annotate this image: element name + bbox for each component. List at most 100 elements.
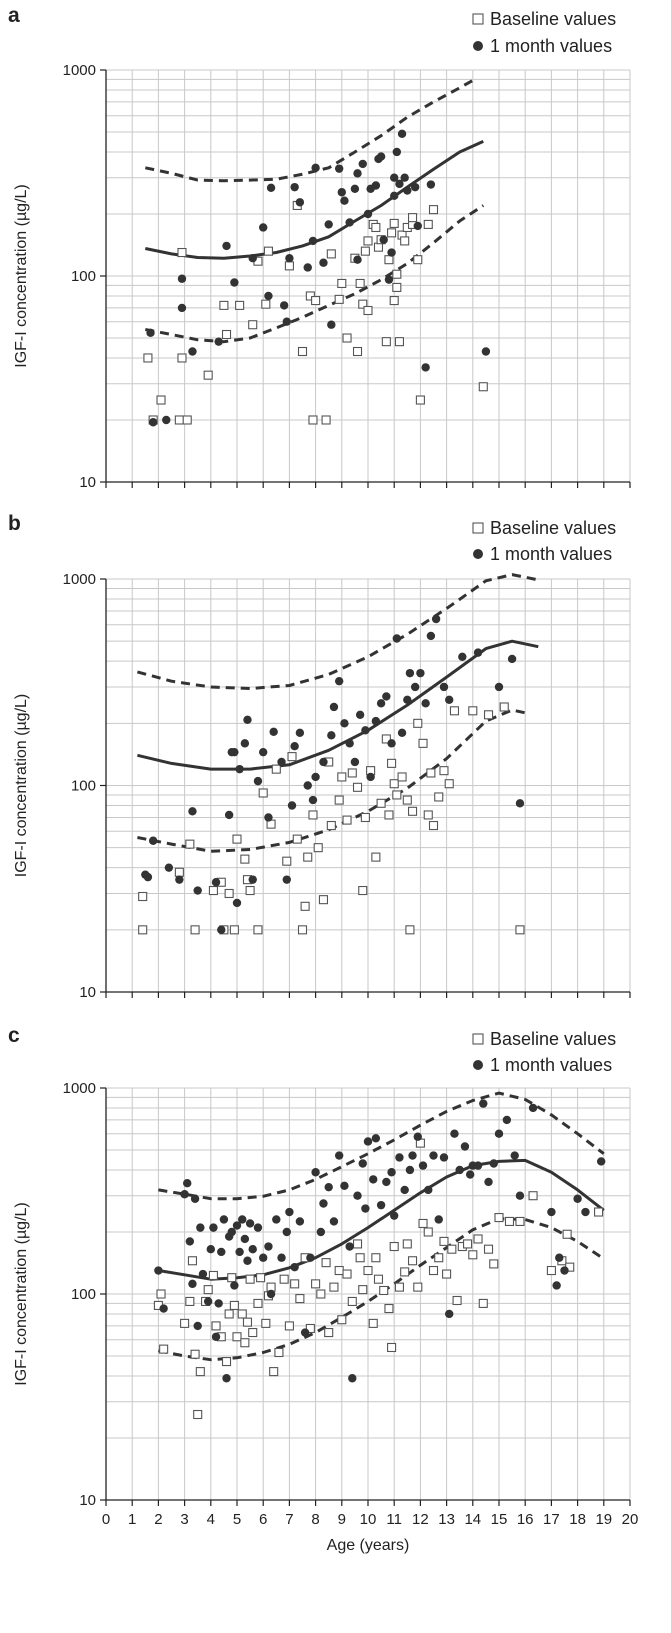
baseline-value-point xyxy=(468,706,478,716)
baseline-value-point xyxy=(245,1274,255,1284)
one-month-value-point xyxy=(259,1253,268,1262)
baseline-value-point xyxy=(313,843,323,853)
one-month-value-point xyxy=(188,807,197,816)
baseline-value-point xyxy=(387,228,397,238)
one-month-value-point xyxy=(366,772,375,782)
baseline-value-point xyxy=(284,261,294,271)
legend-label-1-month: 1 month values xyxy=(490,36,612,56)
x-tick-label: 15 xyxy=(491,1511,508,1528)
one-month-value-point xyxy=(481,347,491,356)
baseline-value-point xyxy=(392,269,402,279)
one-month-value-point xyxy=(350,184,360,194)
baseline-value-point xyxy=(355,1253,365,1263)
one-month-value-point xyxy=(596,1157,606,1166)
baseline-value-point xyxy=(242,1317,253,1327)
baseline-value-point xyxy=(297,346,308,357)
one-month-value-point xyxy=(240,1234,250,1244)
baseline-value-point xyxy=(269,1367,279,1377)
one-month-value-point xyxy=(306,1253,315,1262)
one-month-value-point xyxy=(439,1153,449,1162)
one-month-value-point xyxy=(371,181,381,190)
one-month-value-point xyxy=(445,695,454,705)
baseline-value-point xyxy=(303,852,313,862)
baseline-value-point xyxy=(326,820,336,831)
baseline-value-point xyxy=(352,346,363,357)
one-month-value-point xyxy=(337,188,346,197)
baseline-value-point xyxy=(400,236,410,246)
baseline-value-point xyxy=(389,1241,399,1252)
reference-curve-dashed xyxy=(137,573,539,690)
baseline-value-point xyxy=(402,795,412,805)
reference-curve-dashed xyxy=(158,1217,605,1362)
baseline-value-point xyxy=(342,815,352,825)
one-month-value-point xyxy=(376,1200,386,1210)
one-month-value-point xyxy=(460,1142,470,1151)
baseline-value-point xyxy=(394,337,404,347)
baseline-value-point xyxy=(248,1327,258,1338)
chart-panel-a: 10 100 1000 IGF-I concentration (µg/L) a Base… xyxy=(8,4,631,491)
legend-label-baseline: Baseline values xyxy=(490,518,616,538)
baseline-value-point xyxy=(381,734,391,744)
one-month-value-point xyxy=(382,692,391,701)
grid-lines xyxy=(106,1087,631,1501)
baseline-value-point xyxy=(373,1274,384,1284)
baseline-value-point xyxy=(413,718,423,728)
baseline-value-point xyxy=(442,1269,452,1279)
one-month-value-point xyxy=(277,757,286,767)
baseline-value-point xyxy=(347,1296,357,1307)
y-axis-label: IGF-I concentration (µg/L) xyxy=(13,184,30,368)
series-1-month-values xyxy=(141,614,525,935)
baseline-value-point xyxy=(428,205,439,215)
one-month-value-point xyxy=(392,634,402,643)
baseline-value-point xyxy=(292,834,302,844)
baseline-value-point xyxy=(180,1318,190,1328)
baseline-value-point xyxy=(387,758,397,768)
one-month-value-point xyxy=(253,776,263,786)
baseline-value-point xyxy=(143,353,153,363)
one-month-value-point xyxy=(146,328,155,337)
baseline-value-point xyxy=(528,1191,538,1201)
one-month-value-point xyxy=(361,726,370,735)
baseline-value-point xyxy=(224,888,234,899)
one-month-value-point xyxy=(510,1151,519,1160)
one-month-value-point xyxy=(319,258,328,267)
panel-letter: c xyxy=(8,1024,20,1047)
baseline-value-point xyxy=(384,1303,394,1314)
baseline-value-point xyxy=(376,798,386,808)
baseline-value-point xyxy=(329,1282,339,1292)
one-month-value-point xyxy=(363,209,373,219)
one-month-value-point xyxy=(217,1247,226,1257)
baseline-value-point xyxy=(240,854,250,864)
baseline-value-point xyxy=(208,885,218,896)
y-tick-label: 1000 xyxy=(63,571,96,588)
series-1-month-values xyxy=(146,129,491,427)
one-month-value-point xyxy=(353,255,362,264)
y-tick-label: 10 xyxy=(79,1492,96,1509)
y-tick-label: 100 xyxy=(71,268,96,285)
baseline-value-point xyxy=(392,790,402,800)
one-month-value-point xyxy=(277,1253,286,1262)
baseline-value-point xyxy=(311,1279,321,1289)
one-month-value-point xyxy=(403,186,412,195)
baseline-value-point xyxy=(290,1279,300,1289)
one-month-value-point xyxy=(547,1207,556,1217)
baseline-value-point xyxy=(221,329,232,340)
one-month-value-point xyxy=(324,1182,333,1192)
baseline-value-point xyxy=(463,1239,473,1249)
one-month-value-point xyxy=(203,1297,213,1306)
chart-panel-b: 10 100 1000 IGF-I concentration (µg/L) b Base… xyxy=(8,512,631,1001)
one-month-value-point xyxy=(560,1266,569,1275)
one-month-value-point xyxy=(334,1151,344,1160)
y-axis-label: IGF-I concentration (µg/L) xyxy=(13,694,30,878)
baseline-value-point xyxy=(245,885,255,896)
one-month-value-point xyxy=(222,1374,231,1383)
baseline-value-point xyxy=(263,246,273,256)
baseline-value-point xyxy=(208,1270,218,1281)
one-month-value-point xyxy=(295,1217,305,1226)
one-month-value-point xyxy=(345,739,354,748)
baseline-value-point xyxy=(237,1309,247,1319)
one-month-value-point xyxy=(555,1253,564,1262)
baseline-value-point xyxy=(407,1256,418,1266)
baseline-value-point xyxy=(389,296,399,306)
baseline-value-point xyxy=(381,337,391,347)
